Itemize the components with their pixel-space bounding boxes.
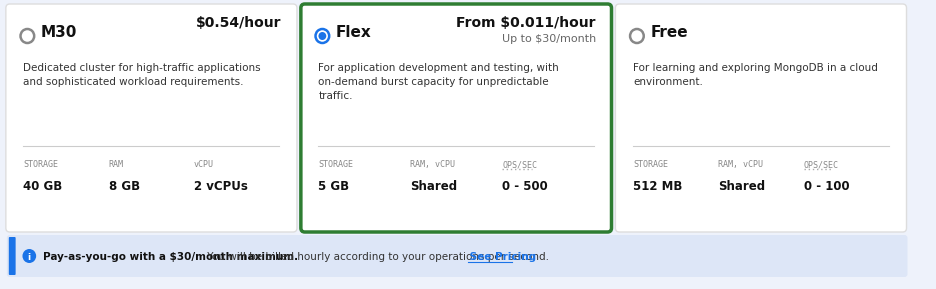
Text: Shared: Shared: [718, 180, 766, 193]
FancyBboxPatch shape: [7, 235, 908, 277]
Text: 0 - 500: 0 - 500: [502, 180, 548, 193]
Text: Pay-as-you-go with a $30/month maximum.: Pay-as-you-go with a $30/month maximum.: [43, 252, 298, 262]
Text: For learning and exploring MongoDB in a cloud
environment.: For learning and exploring MongoDB in a …: [633, 63, 878, 87]
Text: RAM: RAM: [109, 160, 124, 169]
Text: i: i: [28, 253, 31, 262]
Text: STORAGE: STORAGE: [318, 160, 354, 169]
Circle shape: [630, 29, 644, 43]
Text: vCPU: vCPU: [194, 160, 214, 169]
FancyBboxPatch shape: [300, 4, 611, 232]
Text: 2 vCPUs: 2 vCPUs: [194, 180, 248, 193]
Text: From $0.011/hour: From $0.011/hour: [457, 16, 596, 30]
Text: For application development and testing, with
on-demand burst capacity for unpre: For application development and testing,…: [318, 63, 559, 101]
Circle shape: [21, 29, 35, 43]
Text: OPS/SEC: OPS/SEC: [804, 160, 839, 169]
Text: Dedicated cluster for high-traffic applications
and sophisticated workload requi: Dedicated cluster for high-traffic appli…: [23, 63, 261, 87]
Text: See Pricing: See Pricing: [465, 252, 535, 262]
Text: 40 GB: 40 GB: [23, 180, 63, 193]
Text: Flex: Flex: [336, 25, 372, 40]
Circle shape: [318, 32, 327, 40]
Text: RAM, vCPU: RAM, vCPU: [718, 160, 763, 169]
Text: 0 - 100: 0 - 100: [804, 180, 849, 193]
FancyBboxPatch shape: [8, 237, 16, 275]
Circle shape: [315, 29, 329, 43]
FancyBboxPatch shape: [615, 4, 906, 232]
Text: STORAGE: STORAGE: [633, 160, 668, 169]
Text: M30: M30: [41, 25, 78, 40]
Text: 512 MB: 512 MB: [633, 180, 682, 193]
Text: OPS/SEC: OPS/SEC: [502, 160, 537, 169]
Circle shape: [22, 249, 37, 263]
Text: You will be billed hourly according to your operations per second.: You will be billed hourly according to y…: [204, 252, 548, 262]
Text: Shared: Shared: [410, 180, 458, 193]
Text: $0.54/hour: $0.54/hour: [196, 16, 282, 30]
Text: STORAGE: STORAGE: [23, 160, 58, 169]
Text: Up to $30/month: Up to $30/month: [502, 34, 596, 44]
Text: RAM, vCPU: RAM, vCPU: [410, 160, 455, 169]
Text: 8 GB: 8 GB: [109, 180, 139, 193]
Text: 5 GB: 5 GB: [318, 180, 349, 193]
FancyBboxPatch shape: [6, 4, 297, 232]
Text: Free: Free: [651, 25, 688, 40]
